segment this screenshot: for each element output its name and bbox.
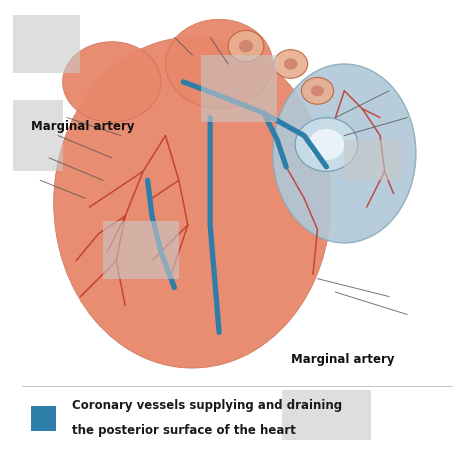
Ellipse shape — [311, 86, 324, 96]
FancyBboxPatch shape — [13, 15, 81, 73]
Text: Coronary vessels supplying and draining: Coronary vessels supplying and draining — [72, 400, 342, 412]
Ellipse shape — [273, 50, 308, 78]
FancyBboxPatch shape — [344, 140, 402, 180]
Ellipse shape — [54, 37, 331, 368]
Text: the posterior surface of the heart: the posterior surface of the heart — [72, 424, 295, 437]
FancyBboxPatch shape — [103, 220, 179, 279]
Ellipse shape — [309, 129, 344, 160]
Text: Marginal artery: Marginal artery — [31, 120, 135, 133]
Ellipse shape — [228, 31, 264, 62]
FancyBboxPatch shape — [201, 55, 277, 122]
FancyBboxPatch shape — [282, 391, 371, 440]
Ellipse shape — [273, 64, 416, 243]
Text: Marginal artery: Marginal artery — [291, 353, 394, 366]
Ellipse shape — [239, 40, 253, 52]
Ellipse shape — [63, 42, 161, 122]
Ellipse shape — [295, 117, 358, 171]
FancyBboxPatch shape — [13, 100, 63, 171]
Ellipse shape — [284, 58, 298, 70]
FancyBboxPatch shape — [31, 406, 56, 431]
Ellipse shape — [165, 19, 273, 109]
Ellipse shape — [301, 77, 334, 104]
